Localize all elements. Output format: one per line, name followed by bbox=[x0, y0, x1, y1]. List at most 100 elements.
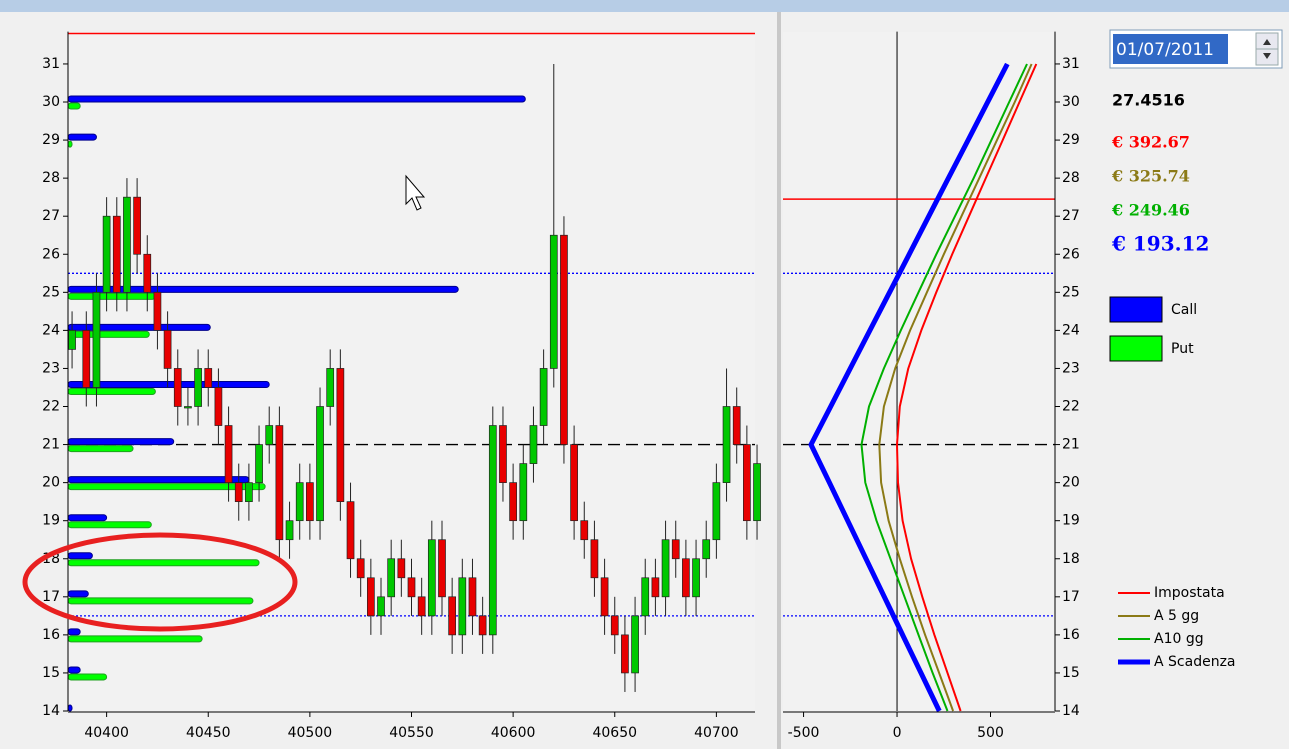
y-tick-label: 16 bbox=[1062, 627, 1080, 643]
mouse-cursor bbox=[405, 174, 426, 211]
candle-body bbox=[112, 215, 121, 293]
highlight-ellipse bbox=[22, 532, 298, 632]
put-bar bbox=[67, 521, 152, 529]
price-chart: 1415161718192021222324252627282930314040… bbox=[42, 31, 761, 741]
y-tick-label: 31 bbox=[42, 56, 60, 72]
put-bar bbox=[67, 673, 108, 681]
candle-body bbox=[478, 615, 487, 636]
candle-body bbox=[488, 425, 497, 636]
candle-body bbox=[499, 425, 507, 483]
candle-body bbox=[295, 482, 304, 522]
x-tick-label: 500 bbox=[977, 725, 1004, 741]
candle-body bbox=[123, 196, 131, 293]
candle-body bbox=[753, 463, 761, 522]
candle-body bbox=[692, 558, 700, 598]
y-tick-label: 29 bbox=[1062, 132, 1080, 148]
candle-body bbox=[255, 444, 263, 483]
y-tick-label: 19 bbox=[1062, 513, 1080, 529]
put-bar bbox=[67, 140, 73, 148]
x-tick-label: 40400 bbox=[84, 725, 129, 741]
y-tick-label: 24 bbox=[42, 322, 60, 338]
call-bar bbox=[67, 590, 89, 598]
candle-body bbox=[306, 482, 314, 522]
candle-body bbox=[326, 368, 335, 407]
candle-body bbox=[590, 539, 599, 579]
value-list: € 392.67 € 325.74 € 249.46 € 193.12 bbox=[1111, 133, 1209, 256]
y-tick-label: 23 bbox=[42, 360, 60, 376]
y-tick-label: 28 bbox=[42, 170, 60, 186]
candle-body bbox=[377, 596, 385, 617]
candle-body bbox=[661, 539, 670, 598]
y-tick-label: 14 bbox=[42, 703, 60, 719]
candle-body bbox=[234, 482, 243, 503]
y-tick-label: 28 bbox=[1062, 170, 1080, 186]
legend-label: Call bbox=[1171, 302, 1197, 318]
candle-body bbox=[671, 539, 680, 560]
y-tick-label: 22 bbox=[42, 399, 60, 415]
splitter[interactable] bbox=[777, 12, 781, 749]
y-tick-label: 17 bbox=[42, 589, 60, 605]
x-tick-label: -500 bbox=[788, 725, 820, 741]
value-text: € 249.46 bbox=[1111, 201, 1190, 220]
candle-body bbox=[539, 368, 548, 426]
payoff-chart: 14 15 16 17 18 19 20 21 22 23 24 25 26 27 28 29 30 31 -500… bbox=[783, 31, 1080, 741]
candle-body bbox=[366, 577, 375, 617]
spin-arrows bbox=[1263, 39, 1271, 59]
candle-body bbox=[285, 520, 294, 541]
candle-body bbox=[560, 234, 568, 445]
x-tick-label: 40700 bbox=[694, 725, 739, 741]
payoff-curve bbox=[878, 63, 1033, 712]
candle-body bbox=[92, 291, 101, 388]
candle-body bbox=[509, 482, 517, 522]
y-tick-label: 16 bbox=[42, 627, 60, 643]
y-tick-label: 18 bbox=[1062, 551, 1080, 567]
candle-body bbox=[68, 330, 76, 350]
y-tick-label: 24 bbox=[1062, 322, 1080, 338]
call-bar bbox=[67, 704, 73, 712]
candle-body bbox=[133, 196, 141, 255]
payoff-curve bbox=[808, 62, 1010, 713]
candle-body bbox=[184, 406, 192, 409]
candle-body bbox=[570, 444, 578, 522]
candle-body bbox=[153, 291, 162, 331]
call-bar bbox=[67, 438, 175, 446]
payoff-legend: Impostata A 5 gg A10 gg A Scadenza bbox=[1118, 585, 1236, 670]
payoff-curve bbox=[896, 63, 1038, 712]
call-bar bbox=[67, 133, 97, 141]
y-tick-label: 15 bbox=[1062, 665, 1080, 681]
candle-body bbox=[387, 558, 396, 598]
call-bar bbox=[67, 95, 526, 103]
y-tick-label: 23 bbox=[1062, 360, 1080, 376]
payoff-curve bbox=[860, 63, 1028, 712]
value-text: € 325.74 bbox=[1111, 167, 1190, 186]
candle-body bbox=[651, 577, 660, 598]
x-tick-label: 40450 bbox=[186, 725, 231, 741]
price-text: 27.4516 bbox=[1112, 91, 1185, 110]
candle-body bbox=[356, 558, 365, 579]
y-tick-label: 21 bbox=[1062, 437, 1080, 453]
candle-body bbox=[702, 539, 711, 560]
y-tick-label: 26 bbox=[1062, 246, 1080, 262]
candle-body bbox=[732, 406, 741, 445]
candle-body bbox=[204, 368, 213, 388]
legend-label: A Scadenza bbox=[1154, 654, 1236, 670]
legend-swatch bbox=[1109, 335, 1163, 362]
call-bar bbox=[67, 323, 211, 331]
y-tick-label: 14 bbox=[1062, 703, 1080, 719]
call-bar bbox=[67, 514, 108, 522]
candle-body bbox=[265, 425, 274, 445]
y-tick-label: 30 bbox=[42, 94, 60, 110]
call-bar bbox=[67, 552, 93, 560]
x-tick-label: 40650 bbox=[592, 725, 637, 741]
y-tick-label: 25 bbox=[1062, 284, 1080, 300]
candle-body bbox=[529, 425, 538, 464]
put-bar bbox=[67, 635, 203, 643]
date-selection bbox=[1113, 34, 1228, 64]
call-put-legend: Call Put bbox=[1109, 296, 1197, 362]
call-bar bbox=[67, 666, 81, 674]
legend-label: Impostata bbox=[1154, 585, 1225, 601]
y-tick-label: 17 bbox=[1062, 589, 1080, 605]
y-tick-label: 22 bbox=[1062, 399, 1080, 415]
y-tick-label: 20 bbox=[42, 475, 60, 491]
candle-body bbox=[722, 406, 731, 483]
